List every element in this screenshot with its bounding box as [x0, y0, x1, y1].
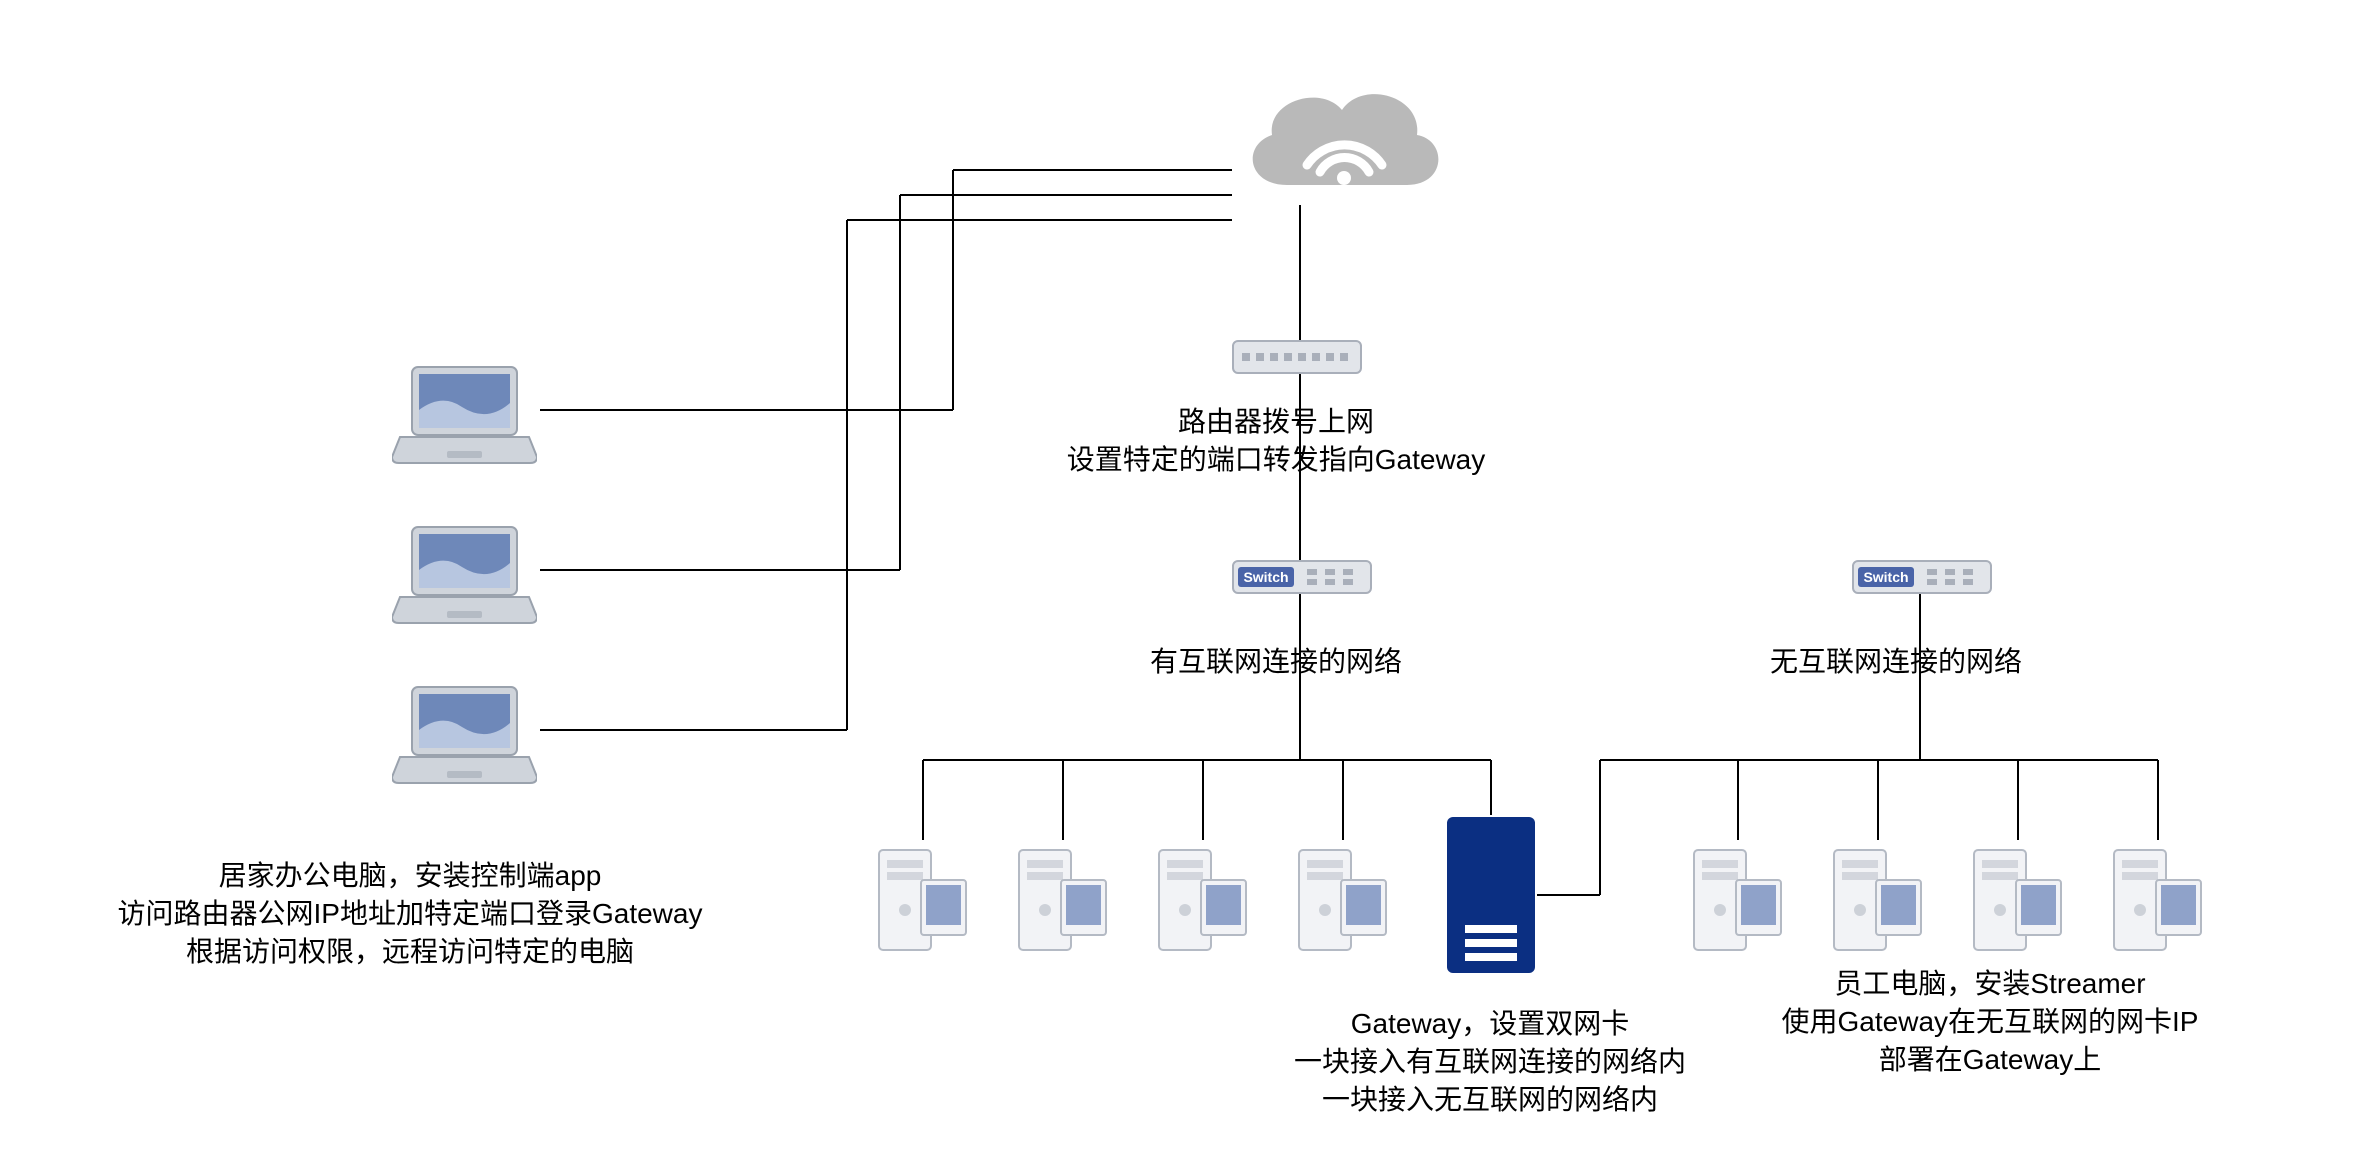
network-diagram: SwitchSwitch路由器拨号上网设置特定的端口转发指向Gateway有互联… — [0, 0, 2360, 1154]
router-icon — [1232, 340, 1362, 374]
server-icon-right-1 — [1830, 840, 1925, 955]
switch-icon-left: Switch — [1232, 560, 1372, 594]
svg-text:Switch: Switch — [1863, 569, 1908, 585]
cloud-icon — [1232, 70, 1452, 205]
label-employees: 员工电脑，安装Streamer使用Gateway在无互联网的网卡IP部署在Gat… — [810, 965, 2360, 1078]
server-icon-right-3 — [2110, 840, 2205, 955]
server-icon-right-0 — [1690, 840, 1785, 955]
label-switch_right: 无互联网连接的网络 — [716, 643, 2360, 681]
server-icon-right-2 — [1970, 840, 2065, 955]
laptop-icon-1 — [392, 525, 537, 625]
switch-icon-right: Switch — [1852, 560, 1992, 594]
label-laptops: 居家办公电脑，安装控制端app访问路由器公网IP地址加特定端口登录Gateway… — [0, 857, 1590, 970]
label-router: 路由器拨号上网设置特定的端口转发指向Gateway — [96, 403, 2360, 479]
svg-text:Switch: Switch — [1243, 569, 1288, 585]
laptop-icon-2 — [392, 685, 537, 785]
